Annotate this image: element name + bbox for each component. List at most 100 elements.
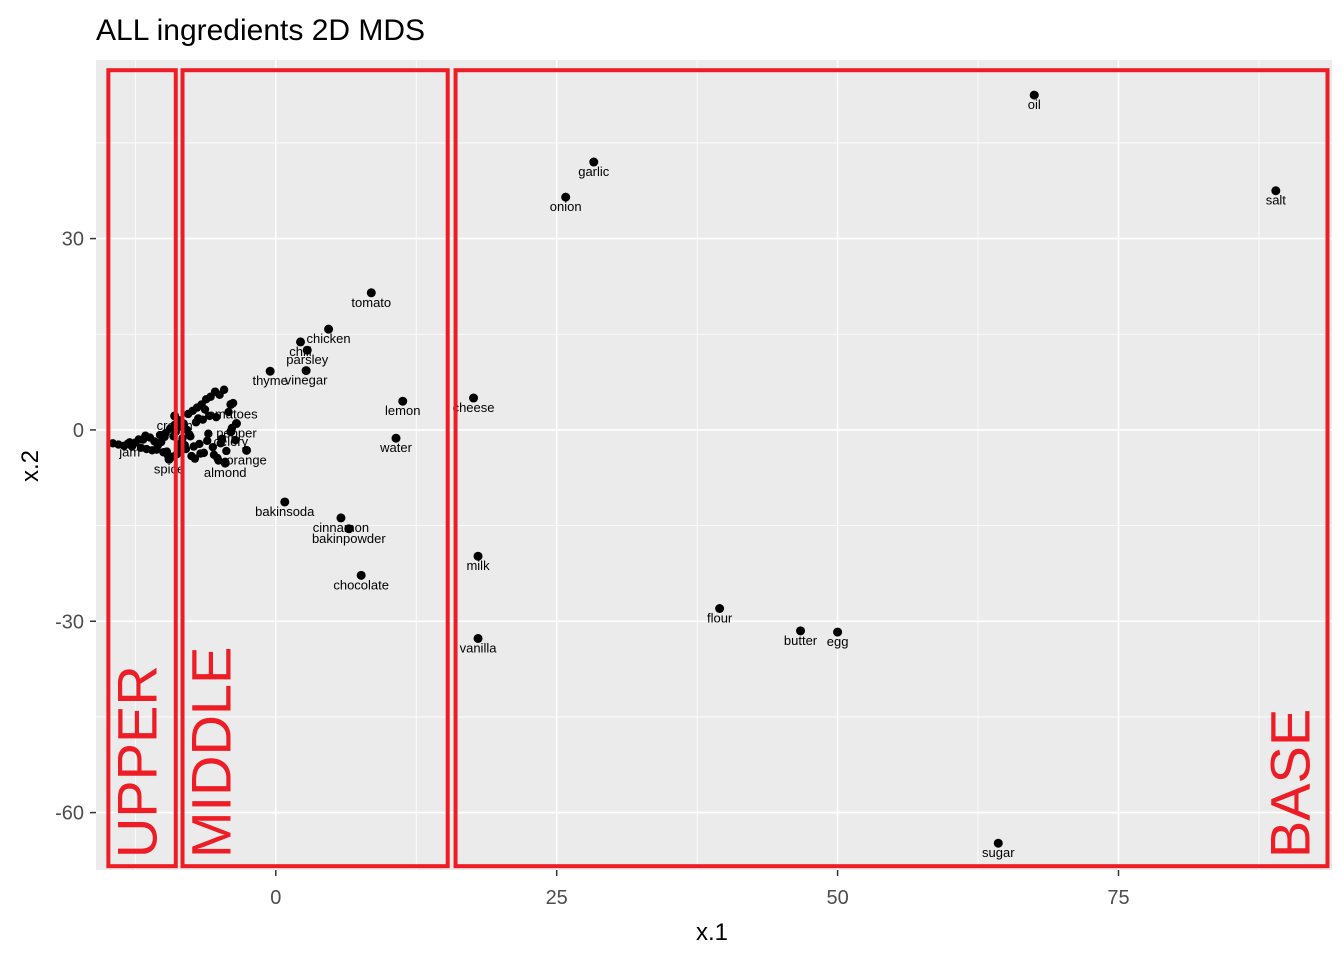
region-box-base bbox=[453, 68, 1330, 869]
region-label-upper: UPPER bbox=[105, 665, 168, 858]
cluster-point bbox=[196, 449, 205, 458]
point-label-vinegar: vinegar bbox=[285, 373, 328, 388]
cluster-point bbox=[189, 442, 198, 451]
point-almond bbox=[220, 458, 230, 468]
axis-layer: 0 25 50 75 30 0 -30 -60 bbox=[55, 229, 1130, 909]
cluster-point bbox=[212, 412, 221, 422]
region-layer: UPPER MIDDLE BASE bbox=[105, 68, 1330, 869]
region-label-base: BASE bbox=[1259, 709, 1322, 858]
point-vinegar bbox=[301, 366, 311, 376]
y-tick-label: 30 bbox=[62, 229, 84, 251]
point-label-onion: onion bbox=[550, 199, 582, 214]
point-label-pepper: pepper bbox=[216, 426, 257, 441]
point-label-lemon: lemon bbox=[385, 403, 420, 418]
y-tick-label: -30 bbox=[55, 611, 84, 633]
point-bakinpowder bbox=[344, 524, 354, 534]
cluster-point bbox=[200, 405, 210, 414]
point-parsley bbox=[302, 345, 312, 355]
point-label-flour: flour bbox=[707, 611, 733, 626]
cluster-point bbox=[198, 415, 207, 424]
point-label-spice: spice bbox=[154, 461, 184, 476]
cluster-point bbox=[219, 385, 229, 394]
point-label-tomatoes: tomatoes bbox=[204, 406, 258, 421]
point-label-chicken: chicken bbox=[307, 331, 351, 346]
grid-layer bbox=[96, 60, 1332, 870]
plot-panel bbox=[96, 60, 1332, 870]
point-vanilla bbox=[473, 633, 483, 643]
point-chili bbox=[296, 337, 306, 347]
point-water bbox=[391, 433, 401, 443]
point-label-bakinsoda: bakinsoda bbox=[255, 504, 315, 519]
cluster-point bbox=[141, 431, 150, 440]
point-label-vanilla: vanilla bbox=[460, 640, 498, 655]
region-box-upper bbox=[106, 68, 178, 869]
cluster-point bbox=[162, 447, 171, 456]
point-jam bbox=[125, 438, 135, 448]
region-box-middle bbox=[180, 68, 450, 869]
point-label-egg: egg bbox=[827, 634, 849, 649]
cluster-point bbox=[152, 445, 161, 454]
point-label-bakinpowder: bakinpowder bbox=[312, 531, 386, 546]
cluster-point bbox=[216, 439, 225, 448]
cluster-point bbox=[185, 430, 194, 439]
point-spice bbox=[164, 454, 174, 464]
point-onion bbox=[561, 192, 571, 202]
point-celery bbox=[226, 427, 236, 437]
point-label-orange: orange bbox=[226, 452, 266, 467]
point-pepper bbox=[231, 419, 241, 429]
point-label-thyme: thyme bbox=[252, 373, 287, 388]
point-sugar bbox=[993, 838, 1003, 848]
point-thyme bbox=[265, 366, 275, 376]
cluster-point bbox=[203, 436, 212, 445]
point-bakinsoda bbox=[280, 497, 290, 507]
cluster-point bbox=[224, 407, 233, 417]
cluster-point bbox=[160, 432, 169, 442]
x-tick-label: 0 bbox=[270, 887, 281, 909]
point-label-oil: oil bbox=[1028, 97, 1041, 112]
point-tomato bbox=[366, 288, 376, 298]
cluster-point bbox=[134, 435, 143, 444]
cluster-point bbox=[222, 446, 231, 456]
cluster-point bbox=[205, 411, 214, 421]
point-label-cheese: cheese bbox=[453, 400, 495, 415]
point-label-salt: salt bbox=[1266, 193, 1287, 208]
point-cinnamon bbox=[336, 513, 346, 523]
point-salt bbox=[1271, 186, 1281, 196]
cluster-point bbox=[191, 418, 201, 427]
point-label-sugar: sugar bbox=[982, 845, 1015, 860]
cluster-point bbox=[208, 442, 218, 452]
point-egg bbox=[833, 627, 843, 637]
cluster-point bbox=[231, 435, 240, 445]
point-chocolate bbox=[356, 570, 366, 580]
y-axis-title: x.2 bbox=[17, 450, 44, 482]
cluster-point bbox=[209, 450, 219, 459]
point-label-water: water bbox=[379, 440, 412, 455]
cluster-point bbox=[187, 451, 196, 461]
point-garlic bbox=[589, 157, 599, 167]
point-lemon bbox=[398, 396, 408, 406]
point-chicken bbox=[324, 324, 334, 334]
point-cheese bbox=[469, 393, 479, 403]
y-tick-label: -60 bbox=[55, 803, 84, 825]
point-label-butter: butter bbox=[784, 633, 818, 648]
y-tick-label: 0 bbox=[73, 420, 84, 442]
region-label-middle: MIDDLE bbox=[180, 647, 243, 859]
point-label-garlic: garlic bbox=[578, 164, 610, 179]
point-label-chocolate: chocolate bbox=[333, 577, 389, 592]
point-tomatoes bbox=[226, 399, 236, 409]
point-orange bbox=[242, 445, 252, 455]
point-label-milk: milk bbox=[466, 558, 490, 573]
x-axis-title: x.1 bbox=[696, 919, 728, 946]
point-oil bbox=[1029, 90, 1039, 100]
cluster-point bbox=[214, 456, 223, 465]
x-tick-label: 50 bbox=[826, 887, 848, 909]
point-label-almond: almond bbox=[204, 465, 247, 480]
point-label-tomato: tomato bbox=[351, 295, 391, 310]
cluster-point bbox=[204, 429, 213, 438]
point-milk bbox=[473, 551, 483, 561]
point-flour bbox=[715, 604, 725, 614]
chart-title: ALL ingredients 2D MDS bbox=[96, 14, 425, 47]
x-tick-label: 25 bbox=[546, 887, 568, 909]
point-label-celery: celery bbox=[213, 434, 248, 449]
